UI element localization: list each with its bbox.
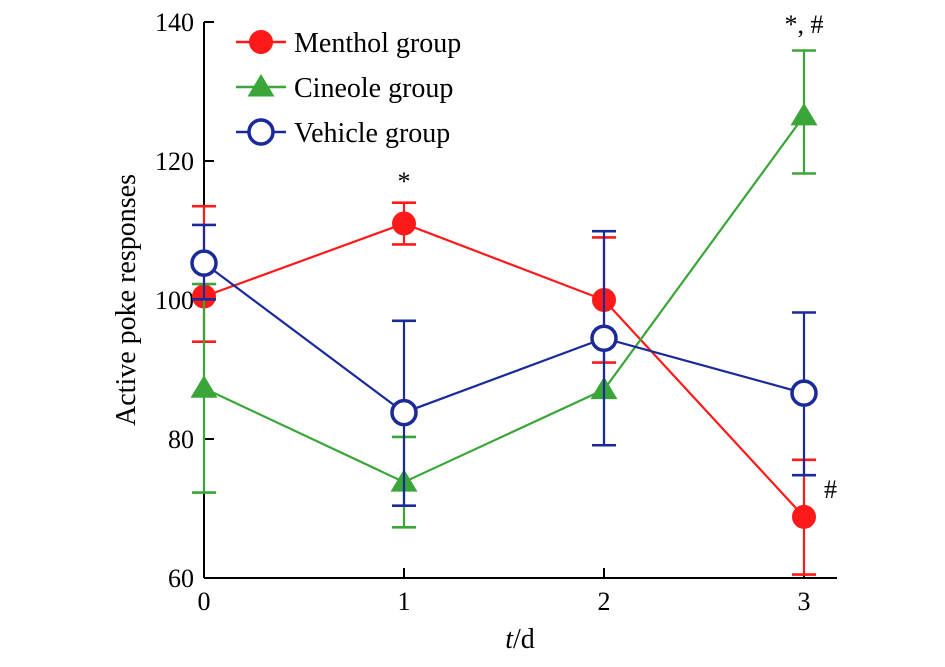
vehicle-group-point-0	[190, 249, 218, 277]
legend-label-vehicle-group: Vehicle group	[294, 118, 450, 149]
annotation-2: #	[824, 475, 837, 504]
y-tick-label-80: 80	[168, 425, 194, 454]
series-cineole-group	[190, 49, 818, 529]
menthol-group-point-1	[392, 211, 416, 236]
legend-label-menthol-group: Menthol group	[294, 28, 461, 59]
x-axis-title-italic: t	[505, 624, 514, 655]
menthol-group-point-3	[792, 504, 816, 529]
vehicle-group-point-3	[790, 379, 818, 407]
cineole-group-point-3	[790, 102, 818, 126]
series-layer	[190, 49, 818, 576]
annotation-0: *	[398, 167, 411, 196]
series-vehicle-group	[190, 223, 818, 508]
x-tick-label-1: 1	[398, 587, 411, 616]
x-tick-label-0: 0	[198, 587, 211, 616]
y-tick-label-120: 120	[155, 147, 194, 176]
x-axis-title: t/d	[505, 624, 535, 655]
cineole-group-line	[203, 115, 805, 484]
vehicle-group-line	[203, 262, 805, 414]
legend-marker-vehicle-group	[247, 118, 275, 146]
x-axis-title-unit: /d	[513, 624, 535, 655]
annotation-layer: * *, # #	[398, 10, 838, 504]
legend-entry-cineole-group: Cineole group	[236, 73, 453, 104]
y-tick-label-60: 60	[168, 564, 194, 593]
axes	[203, 22, 837, 579]
annotation-1: *, #	[785, 10, 824, 39]
menthol-group-line	[203, 222, 805, 518]
x-ticks: 0 1 2 3	[198, 568, 811, 616]
legend-entry-menthol-group: Menthol group	[236, 28, 461, 59]
legend-marker-cineole-group	[247, 74, 275, 97]
vehicle-group-point-1	[390, 398, 418, 427]
y-tick-label-100: 100	[155, 286, 194, 315]
y-ticks: 60 80 100 120 140	[155, 8, 214, 593]
vehicle-group-point-2	[590, 324, 618, 352]
y-tick-label-140: 140	[155, 8, 194, 37]
legend-entry-vehicle-group: Vehicle group	[236, 118, 450, 149]
cineole-group-point-0	[190, 375, 218, 398]
legend-label-cineole-group: Cineole group	[294, 73, 453, 104]
legend: Menthol group Cineole group Vehicle group	[236, 28, 461, 149]
series-menthol-group	[192, 201, 816, 576]
legend-marker-menthol-group	[249, 30, 273, 54]
y-axis-title: Active poke responses	[111, 174, 142, 426]
x-tick-label-3: 3	[798, 587, 811, 616]
x-tick-label-2: 2	[598, 587, 611, 616]
